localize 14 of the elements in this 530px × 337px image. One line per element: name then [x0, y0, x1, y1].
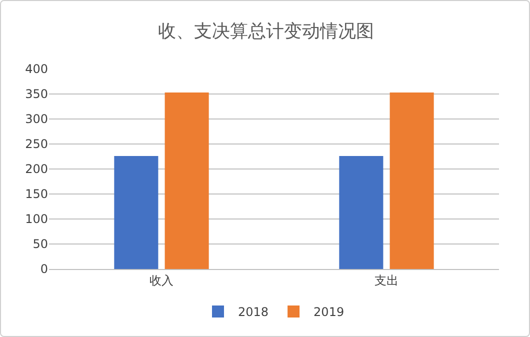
y-tick-label: 100: [25, 212, 48, 226]
y-tick-label: 300: [25, 112, 48, 126]
y-tick-label: 350: [25, 87, 48, 102]
y-tick-label: 400: [25, 62, 48, 76]
y-tick-label: 150: [25, 187, 48, 202]
y-tick-label: 250: [25, 137, 48, 152]
chart-title: 收、支决算总计变动情况图: [158, 21, 374, 42]
legend-label: 2018: [238, 305, 269, 320]
y-tick-label: 200: [25, 162, 48, 176]
x-tick-label: 收入: [150, 273, 174, 288]
y-tick-label: 0: [40, 262, 48, 276]
x-tick-label: 支出: [374, 273, 398, 288]
legend-label: 2019: [314, 305, 344, 320]
y-tick-label: 50: [32, 237, 48, 252]
